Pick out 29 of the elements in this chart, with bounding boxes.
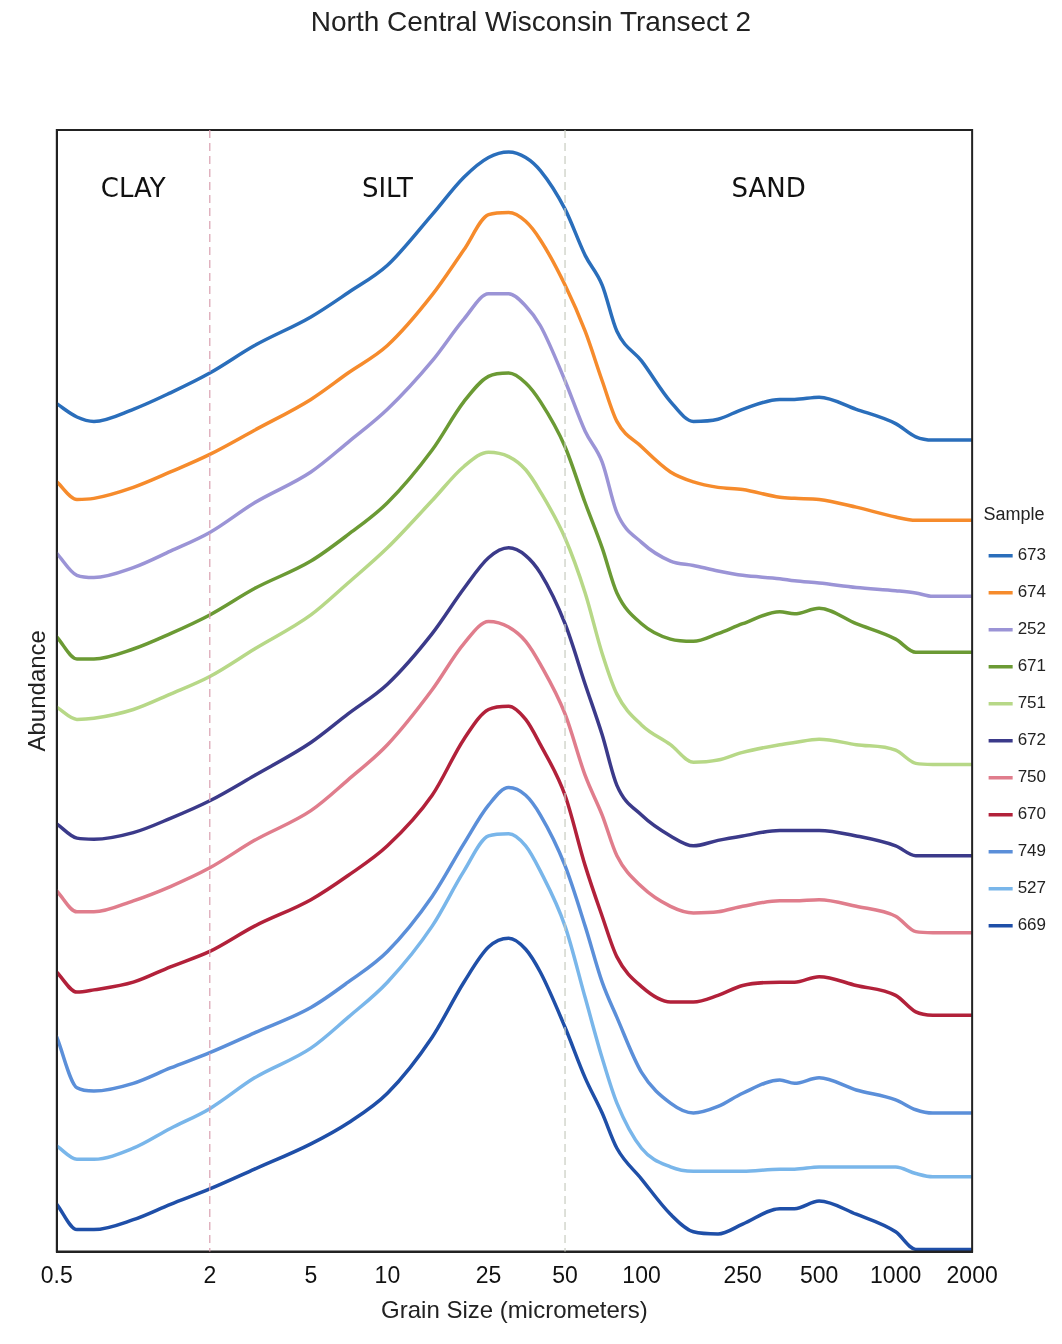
legend-label: 751 [1017,693,1047,713]
legend-label: 252 [1017,619,1047,639]
x-tick-label: 500 [799,1261,839,1288]
x-tick-label: 2 [203,1261,217,1288]
x-tick-label: 100 [622,1261,661,1288]
x-axis-title: Grain Size (micrometers) [381,1296,648,1324]
x-tick-label: 2000 [946,1261,998,1288]
y-axis-title: Abundance [23,630,51,752]
x-tick-label: 250 [723,1261,762,1288]
legend-label: 750 [1017,767,1047,787]
legend-label: 674 [1017,582,1047,602]
x-tick-label: 50 [552,1261,578,1288]
x-tick-label: 10 [374,1261,401,1288]
legend-label: 670 [1017,804,1047,824]
x-tick-label: 0.5 [40,1261,73,1288]
legend-label: 669 [1017,915,1047,935]
legend-label: 527 [1017,878,1047,898]
legend-title: Sample [983,503,1045,524]
legend-label: 671 [1017,656,1047,676]
legend-label: 749 [1017,841,1047,861]
annotation: CLAY [100,172,166,203]
legend-label: 672 [1017,730,1047,750]
legend-label: 673 [1017,545,1047,565]
annotation: SILT [361,172,413,203]
annotation: SAND [731,172,806,203]
chart-title: North Central Wisconsin Transect 2 [309,5,753,39]
x-tick-label: 25 [475,1261,502,1288]
x-tick-label: 1000 [870,1261,922,1288]
x-tick-label: 5 [304,1261,318,1288]
